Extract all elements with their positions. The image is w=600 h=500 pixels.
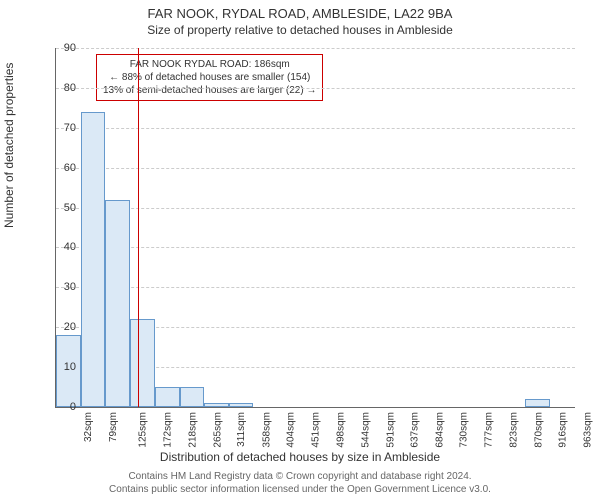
- legend-line1: FAR NOOK RYDAL ROAD: 186sqm: [103, 58, 316, 71]
- histogram-bar: [204, 403, 229, 407]
- legend-box: FAR NOOK RYDAL ROAD: 186sqm ← 88% of det…: [96, 54, 323, 101]
- x-tick-label: 265sqm: [212, 412, 223, 448]
- histogram-bar: [155, 387, 180, 407]
- chart-subtitle: Size of property relative to detached ho…: [0, 21, 600, 37]
- gridline: [56, 88, 575, 89]
- y-tick-label: 40: [56, 241, 76, 253]
- plot-area: FAR NOOK RYDAL ROAD: 186sqm ← 88% of det…: [55, 48, 575, 408]
- y-tick-label: 70: [56, 122, 76, 134]
- x-tick-label: 79sqm: [108, 412, 119, 442]
- chart-title: FAR NOOK, RYDAL ROAD, AMBLESIDE, LA22 9B…: [0, 0, 600, 21]
- histogram-bar: [180, 387, 204, 407]
- x-axis-label: Distribution of detached houses by size …: [0, 450, 600, 464]
- reference-line: [138, 48, 139, 407]
- histogram-bar: [105, 200, 130, 407]
- y-tick-label: 20: [56, 321, 76, 333]
- x-tick-label: 684sqm: [435, 412, 446, 448]
- y-tick-label: 60: [56, 162, 76, 174]
- x-tick-label: 870sqm: [533, 412, 544, 448]
- x-tick-label: 358sqm: [262, 412, 273, 448]
- gridline: [56, 128, 575, 129]
- gridline: [56, 247, 575, 248]
- chart-container: FAR NOOK, RYDAL ROAD, AMBLESIDE, LA22 9B…: [0, 0, 600, 500]
- y-tick-label: 0: [56, 401, 76, 413]
- x-tick-label: 591sqm: [385, 412, 396, 448]
- x-tick-label: 311sqm: [236, 412, 247, 447]
- footer-line1: Contains HM Land Registry data © Crown c…: [0, 470, 600, 483]
- gridline: [56, 48, 575, 49]
- x-tick-label: 777sqm: [484, 412, 495, 448]
- x-tick-label: 823sqm: [508, 412, 519, 448]
- x-tick-label: 498sqm: [336, 412, 347, 448]
- x-tick-label: 544sqm: [360, 412, 371, 448]
- x-tick-label: 963sqm: [583, 412, 594, 448]
- y-tick-label: 50: [56, 202, 76, 214]
- y-tick-label: 90: [56, 42, 76, 54]
- y-tick-label: 10: [56, 361, 76, 373]
- y-tick-label: 80: [56, 82, 76, 94]
- x-tick-label: 172sqm: [163, 412, 174, 448]
- histogram-bar: [525, 399, 550, 407]
- y-tick-label: 30: [56, 281, 76, 293]
- histogram-bar: [229, 403, 253, 407]
- gridline: [56, 287, 575, 288]
- gridline: [56, 168, 575, 169]
- x-tick-label: 404sqm: [286, 412, 297, 448]
- legend-line2: ← 88% of detached houses are smaller (15…: [103, 71, 316, 84]
- legend-line3: 13% of semi-detached houses are larger (…: [103, 84, 316, 97]
- footer-line2: Contains public sector information licen…: [0, 483, 600, 496]
- footer: Contains HM Land Registry data © Crown c…: [0, 470, 600, 496]
- x-tick-label: 451sqm: [311, 412, 322, 448]
- x-tick-label: 125sqm: [138, 412, 149, 448]
- x-tick-label: 730sqm: [459, 412, 470, 448]
- histogram-bar: [81, 112, 105, 407]
- x-tick-label: 637sqm: [410, 412, 421, 448]
- y-axis-label: Number of detached properties: [2, 63, 16, 228]
- x-tick-label: 32sqm: [83, 412, 94, 442]
- x-tick-label: 916sqm: [558, 412, 569, 448]
- histogram-bar: [130, 319, 154, 407]
- gridline: [56, 208, 575, 209]
- x-tick-label: 218sqm: [187, 412, 198, 448]
